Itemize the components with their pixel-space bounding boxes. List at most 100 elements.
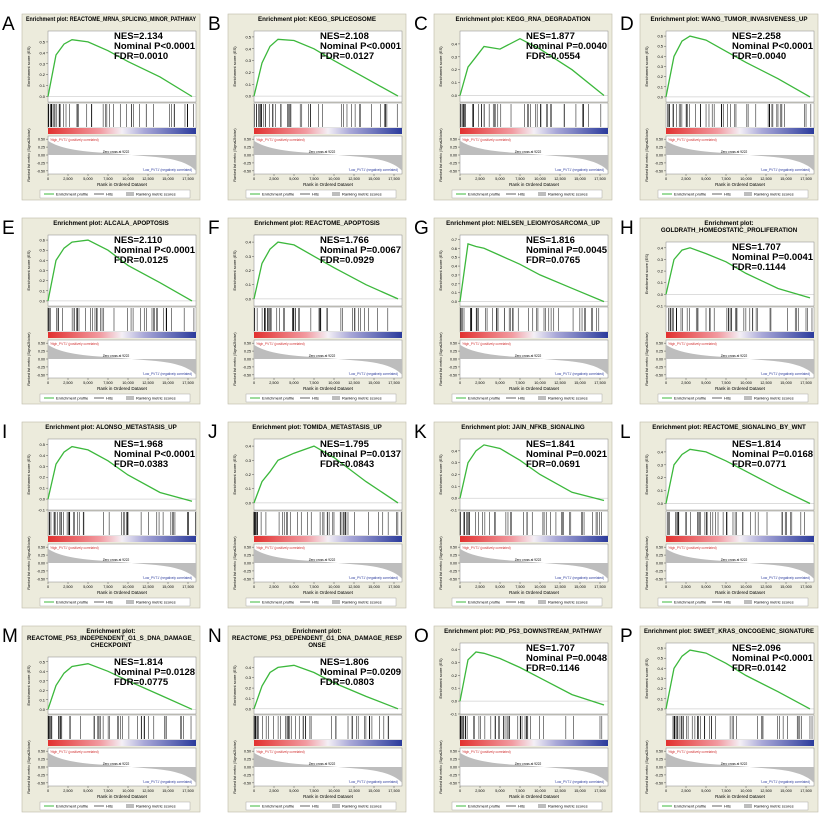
metric-axis-label: Ranked list metric (Signal2Noise) — [645, 536, 649, 589]
x-tick-label: 0 — [665, 585, 667, 589]
legend-box — [245, 597, 397, 607]
y-tick-label: 0.5 — [39, 442, 45, 447]
legend-label: Ranking metric scores — [548, 600, 588, 605]
legend-box — [245, 189, 397, 199]
metric-axis-label: Ranked list metric (Signal2Noise) — [27, 128, 31, 181]
metric-tick-label: -0.50 — [37, 373, 45, 377]
x-tick-label: 10,000 — [740, 381, 752, 385]
y-tick-label: -0.1 — [656, 304, 664, 309]
es-plot-area — [665, 241, 815, 307]
pos-label: 'High_PVT1' (positively correlated) — [462, 138, 511, 142]
zero-cross: Zero cross at 9222 — [309, 558, 336, 562]
plot-title: Enrichment plot: KEGG_RNA_DEGRADATION — [456, 16, 592, 23]
es-plot-area — [459, 234, 609, 307]
gsea-panel: Enrichment plot: KEGG_RNA_DEGRADATION 0.0… — [433, 13, 613, 201]
x-tick-label: 17,500 — [594, 789, 606, 793]
metric-tick-label: -0.50 — [449, 169, 457, 173]
metric-tick-label: 0.50 — [244, 342, 251, 346]
legend-label: Enrichment profile — [468, 804, 501, 809]
x-tick-label: 7,500 — [515, 789, 525, 793]
x-tick-label: 15,000 — [368, 789, 380, 793]
metric-tick-label: 0.00 — [244, 766, 251, 770]
y-tick-label: 0.6 — [657, 34, 663, 39]
rank-color-bar — [254, 536, 402, 542]
es-axis-label: Enrichment score (ES) — [438, 250, 443, 291]
x-tick-label: 15,000 — [574, 177, 586, 181]
metric-area-shape — [254, 140, 402, 171]
pos-label: 'High_PVT1' (positively correlated) — [668, 342, 717, 346]
plot-title: Enrichment plot: WANG_TUMOR_INVASIVENESS… — [651, 16, 808, 23]
stat-fdr: FDR=0.0040 — [732, 51, 786, 62]
x-axis-label: Rank in Ordered Dataset — [509, 794, 560, 799]
legend-label: Enrichment profile — [262, 396, 295, 401]
x-tick-label: 7,500 — [309, 585, 319, 589]
hits-area — [253, 102, 403, 129]
metric-area-shape — [254, 752, 402, 783]
y-tick-label: 0.4 — [657, 54, 663, 59]
x-tick-label: 10,000 — [740, 789, 752, 793]
x-tick-label: 0 — [253, 177, 255, 181]
plot-title: Enrichment plot: REACTOME_MRNA_SPLICING_… — [26, 16, 197, 23]
zero-cross: Zero cross at 9222 — [515, 558, 542, 562]
metric-tick-label: 0.50 — [38, 546, 45, 550]
legend-swatch — [744, 600, 752, 604]
panel-letter: A — [2, 14, 15, 35]
x-tick-label: 7,500 — [103, 177, 113, 181]
x-axis-label: Rank in Ordered Dataset — [509, 590, 560, 595]
stat-fdr: FDR=0.0929 — [320, 255, 374, 266]
y-tick-label: 0.2 — [657, 269, 663, 274]
x-tick-label: 7,500 — [721, 789, 731, 793]
x-axis-label: Rank in Ordered Dataset — [97, 386, 148, 391]
legend-box — [657, 597, 809, 607]
metric-axis-label: Ranked list metric (Signal2Noise) — [645, 740, 649, 793]
x-tick-label: 12,500 — [554, 381, 566, 385]
stat-p: Nominal P=0.0209 — [320, 667, 401, 678]
stat-p: Nominal P=0.0168 — [732, 449, 813, 460]
y-tick-label: 0.0 — [657, 94, 663, 99]
legend-swatch — [332, 600, 340, 604]
legend-swatch — [126, 600, 134, 604]
zero-cross: Zero cross at 9222 — [103, 762, 130, 766]
metric-tick-label: 0.25 — [450, 146, 457, 150]
y-tick-label: 0.3 — [657, 462, 663, 467]
stat-nes: NES=1.877 — [526, 31, 575, 42]
metric-tick-label: 0.00 — [244, 154, 251, 158]
es-curve — [253, 38, 399, 97]
neg-label: 'Low_PVT1' (negatively correlated) — [143, 168, 192, 172]
metric-tick-label: -0.25 — [243, 773, 251, 777]
y-tick-label: 0.3 — [245, 458, 251, 463]
rank-color-bar — [48, 332, 196, 338]
plot-title: Enrichment plot: REACTOME_APOPTOSIS — [254, 220, 380, 227]
x-tick-label: 17,500 — [594, 585, 606, 589]
gsea-panel: Enrichment plot: REACTOME_MRNA_SPLICING_… — [21, 13, 201, 201]
stat-fdr: FDR=0.0691 — [526, 459, 581, 470]
stat-p: Nominal P<0.0001 — [114, 449, 196, 460]
metric-tick-label: 0.25 — [244, 758, 251, 762]
y-tick-label: -0.1 — [450, 508, 458, 513]
metric-tick-label: -0.25 — [37, 773, 45, 777]
es-plot-area — [459, 30, 609, 103]
pos-label: 'High_PVT1' (positively correlated) — [462, 750, 511, 754]
y-tick-label: 0.5 — [657, 656, 663, 661]
x-tick-label: 5,000 — [495, 585, 505, 589]
stat-p: Nominal P<0.0001 — [732, 41, 814, 52]
legend-label: Enrichment profile — [262, 192, 295, 197]
hits-area — [47, 510, 197, 537]
y-tick-label: 0.4 — [39, 50, 45, 55]
neg-label: 'Low_PVT1' (negatively correlated) — [555, 372, 604, 376]
x-tick-label: 15,000 — [162, 177, 174, 181]
x-tick-label: 12,500 — [348, 585, 360, 589]
x-tick-label: 12,500 — [348, 381, 360, 385]
stat-fdr: FDR=0.0383 — [114, 459, 168, 470]
y-tick-label: 0.6 — [451, 246, 457, 251]
rank-color-bar — [254, 740, 402, 746]
metric-tick-label: -0.25 — [655, 569, 663, 573]
metric-area-shape — [254, 344, 402, 375]
metric-axis-label: Ranked list metric (Signal2Noise) — [645, 128, 649, 181]
gsea-panel: Enrichment plot:GOLDRATH_HOMEOSTATIC_PRO… — [639, 217, 819, 405]
y-tick-label: 0.4 — [245, 665, 251, 670]
legend-label: Ranking metric scores — [136, 804, 176, 809]
y-tick-label: 0.1 — [657, 696, 663, 701]
metric-tick-label: 0.25 — [450, 554, 457, 558]
x-tick-label: 7,500 — [721, 381, 731, 385]
